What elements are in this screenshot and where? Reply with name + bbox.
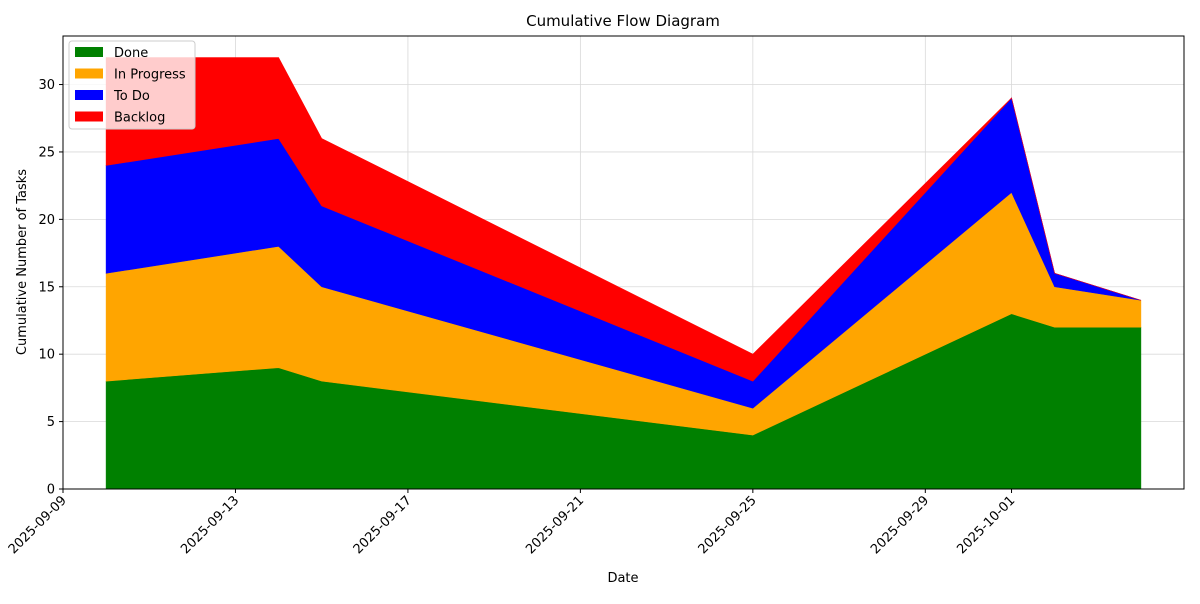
y-tick-label: 25	[38, 145, 55, 160]
x-tick-label: 2025-10-01	[954, 493, 1018, 557]
x-axis-label: Date	[607, 571, 638, 586]
legend-swatch-backlog	[75, 111, 103, 122]
area-layer	[105, 57, 1142, 490]
legend-label-backlog: Backlog	[114, 111, 165, 126]
legend-swatch-to-do	[75, 90, 103, 100]
x-tick-label: 2025-09-13	[178, 493, 242, 557]
y-tick-label: 10	[38, 348, 55, 363]
legend-box	[68, 40, 196, 130]
plot-frame	[62, 35, 1185, 490]
x-tick-label: 2025-09-29	[868, 493, 932, 557]
y-tick-label: 5	[47, 415, 55, 430]
y-tick-label: 0	[47, 483, 55, 498]
y-tick-label: 30	[38, 78, 55, 93]
area-backlog	[105, 57, 1141, 382]
x-tick-label: 2025-09-21	[523, 493, 587, 557]
y-tick-label: 15	[38, 280, 55, 295]
y-axis-label: Cumulative Number of Tasks	[15, 169, 30, 355]
x-tick-label: 2025-09-17	[351, 493, 415, 557]
chart-title: Cumulative Flow Diagram	[526, 12, 720, 30]
legend-swatch-in-progress	[75, 68, 103, 79]
legend-label-to-do: To Do	[113, 89, 150, 104]
legend-label-in-progress: In Progress	[114, 68, 186, 83]
y-tick-label: 20	[38, 213, 55, 228]
legend-label-done: Done	[114, 46, 148, 61]
x-tick-label: 2025-09-09	[6, 493, 70, 557]
legend: Done In Progress To Do Backlog	[68, 40, 196, 130]
legend-swatch-done	[75, 47, 103, 57]
x-tick-label: 2025-09-25	[696, 493, 760, 557]
